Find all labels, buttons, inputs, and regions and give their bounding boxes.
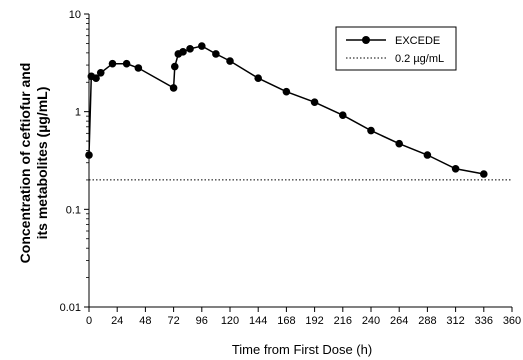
data-point-excede bbox=[254, 74, 262, 83]
x-tick-label-1: 24 bbox=[111, 315, 123, 327]
x-tick-label-13: 312 bbox=[446, 315, 464, 327]
series-group bbox=[85, 42, 488, 178]
x-tick-label-10: 240 bbox=[362, 315, 380, 327]
y-tick-label-2: 1 bbox=[75, 107, 81, 119]
y-axis-title-line-2: its metabolites (µg/mL) bbox=[34, 87, 50, 240]
data-point-excede bbox=[212, 50, 220, 58]
data-point-excede bbox=[92, 74, 100, 83]
y-tick-label-1: 0.1 bbox=[66, 204, 81, 216]
data-point-excede bbox=[96, 69, 105, 77]
data-point-excede bbox=[85, 151, 93, 159]
y-axis-title-line-1: Concentration of ceftiofur and bbox=[17, 63, 33, 264]
data-point-excede bbox=[423, 151, 432, 159]
data-point-excede bbox=[395, 139, 404, 148]
data-point-excede bbox=[198, 42, 206, 50]
x-axis-title: Time from First Dose (h) bbox=[232, 342, 372, 357]
x-tick-label-8: 192 bbox=[305, 315, 323, 327]
x-tick-label-7: 168 bbox=[277, 315, 295, 327]
data-point-excede bbox=[226, 57, 234, 65]
x-tick-label-2: 48 bbox=[139, 315, 151, 327]
axes-group: 0.01 0.1 1 10 0 24 48 72 96 120 144 168 192 216 240 264… bbox=[60, 9, 522, 327]
y-tick-label-0: 0.01 bbox=[60, 302, 81, 314]
data-point-excede bbox=[134, 64, 143, 72]
x-tick-label-11: 264 bbox=[390, 315, 408, 327]
data-point-excede bbox=[169, 84, 178, 92]
x-tick-label-14: 336 bbox=[475, 315, 493, 327]
data-point-excede bbox=[451, 165, 460, 173]
data-point-excede bbox=[282, 87, 291, 96]
legend-marker-excede bbox=[362, 36, 370, 44]
x-tick-label-4: 96 bbox=[196, 315, 208, 327]
data-point-excede bbox=[186, 45, 194, 53]
x-tick-label-6: 144 bbox=[249, 315, 267, 327]
data-point-excede bbox=[170, 62, 179, 71]
data-point-excede bbox=[339, 111, 347, 120]
legend-box bbox=[335, 26, 457, 71]
data-point-excede bbox=[310, 98, 319, 107]
data-point-excede bbox=[122, 59, 131, 68]
legend-label-threshold: 0.2 µg/mL bbox=[395, 53, 444, 65]
data-point-excede bbox=[367, 126, 375, 135]
data-point-excede bbox=[480, 170, 488, 178]
x-tick-label-12: 288 bbox=[418, 315, 436, 327]
x-tick-label-5: 120 bbox=[221, 315, 239, 327]
data-point-excede bbox=[179, 48, 187, 56]
data-point-excede bbox=[108, 59, 117, 68]
legend-label-excede: EXCEDE bbox=[395, 35, 440, 47]
x-tick-label-15: 360 bbox=[503, 315, 521, 327]
y-tick-label-3: 10 bbox=[69, 9, 81, 21]
legend: EXCEDE 0.2 µg/mL bbox=[335, 26, 457, 71]
x-tick-label-3: 72 bbox=[167, 315, 179, 327]
x-tick-label-9: 216 bbox=[334, 315, 352, 327]
x-tick-label-0: 0 bbox=[86, 315, 92, 327]
